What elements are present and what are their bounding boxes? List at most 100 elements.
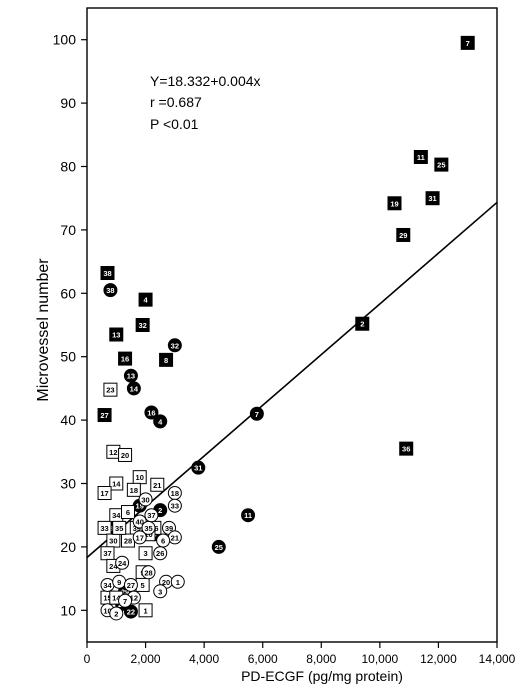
y-tick-label: 90 <box>60 95 76 111</box>
point-marker <box>118 447 133 462</box>
data-point-filled-circle: 22 <box>123 604 138 619</box>
data-point-open-circle: 17 <box>132 530 147 545</box>
point-label: 31 <box>428 194 436 203</box>
data-point-open-circle: 27 <box>123 577 138 592</box>
point-label: 16 <box>121 355 129 364</box>
point-label: 29 <box>399 231 407 240</box>
point-label: 24 <box>118 559 127 568</box>
data-point-open-square: 6 <box>121 505 135 520</box>
point-marker <box>121 505 135 520</box>
point-marker <box>115 555 130 570</box>
point-marker <box>249 406 264 421</box>
point-label: 14 <box>130 384 139 393</box>
point-label: 1 <box>143 606 147 615</box>
point-marker <box>109 606 124 621</box>
point-label: 1 <box>176 578 180 587</box>
data-point-filled-circle: 13 <box>123 368 138 383</box>
point-marker <box>396 227 411 242</box>
point-label: 4 <box>158 417 163 426</box>
point-marker <box>170 574 185 589</box>
p-value: P <0.01 <box>150 116 199 132</box>
data-point-open-square: 20 <box>118 447 133 462</box>
data-point-open-square: 1 <box>138 603 153 618</box>
data-point-open-circle: 7 <box>118 593 133 608</box>
point-marker <box>413 149 428 164</box>
data-point-open-square: 34 <box>109 508 124 523</box>
y-tick-label: 30 <box>60 476 76 492</box>
point-marker <box>387 196 402 211</box>
point-marker <box>126 482 141 497</box>
data-point-filled-square: 31 <box>425 191 440 206</box>
point-label: 10 <box>136 473 144 482</box>
point-label: 23 <box>106 386 114 395</box>
point-label: 30 <box>141 495 149 504</box>
point-label: 35 <box>115 524 123 533</box>
point-label: 34 <box>103 581 112 590</box>
point-label: 33 <box>171 502 179 511</box>
data-point-filled-square: 7 <box>460 35 475 50</box>
point-marker <box>141 565 156 580</box>
x-tick-label: 8,000 <box>306 652 336 666</box>
point-marker <box>153 584 168 599</box>
point-label: 6 <box>161 537 165 546</box>
data-point-filled-square: 32 <box>135 318 150 332</box>
point-label: 21 <box>153 481 161 490</box>
point-label: 17 <box>100 489 108 498</box>
point-label: 24 <box>109 562 118 571</box>
y-tick-label: 50 <box>60 349 76 365</box>
data-point-filled-circle: 38 <box>103 283 118 298</box>
point-label: 25 <box>215 543 223 552</box>
point-label: 7 <box>123 597 127 606</box>
point-marker <box>109 327 124 342</box>
point-label: 15 <box>103 594 111 603</box>
axes-layer: 0 2,000 4,000 6,000 8,000 10,000 12,000 14,000 1… <box>53 7 516 666</box>
point-label: 6 <box>126 508 130 517</box>
point-marker <box>434 157 449 172</box>
point-label: 12 <box>109 448 117 457</box>
data-point-open-circle: 33 <box>167 498 182 513</box>
data-point-open-circle: 34 <box>100 577 115 592</box>
correlation-coefficient: r =0.687 <box>150 94 202 110</box>
point-label: 21 <box>171 533 179 542</box>
regression-line <box>86 201 498 559</box>
data-point-filled-square: 16 <box>118 351 133 366</box>
data-point-filled-square: 11 <box>413 149 428 164</box>
data-point-open-square: 14 <box>109 476 124 491</box>
point-label: 11 <box>244 511 252 520</box>
point-label: 2 <box>158 506 162 515</box>
point-label: 14 <box>112 594 121 603</box>
y-tick-label: 10 <box>60 602 76 618</box>
point-marker <box>167 338 182 353</box>
point-marker <box>103 283 118 298</box>
point-label: 2 <box>114 609 118 618</box>
point-marker <box>135 318 150 332</box>
point-label: 3 <box>158 587 162 596</box>
data-point-open-square: 5 <box>135 577 150 592</box>
point-label: 36 <box>402 445 410 454</box>
point-marker <box>150 477 165 492</box>
y-tick-label: 70 <box>60 222 76 238</box>
point-label: 22 <box>127 608 135 617</box>
point-marker <box>97 408 112 423</box>
point-label: 26 <box>156 549 164 558</box>
point-label: 3 <box>143 549 147 558</box>
point-label: 5 <box>141 581 145 590</box>
data-point-open-square: 23 <box>103 382 118 397</box>
y-tick-label: 40 <box>60 412 76 428</box>
point-label: 32 <box>138 321 146 330</box>
point-marker <box>191 460 206 475</box>
point-marker <box>141 520 156 535</box>
point-label: 18 <box>130 486 138 495</box>
point-marker <box>138 492 153 507</box>
point-label: 33 <box>100 524 108 533</box>
point-marker <box>138 292 153 307</box>
point-label: 39 <box>133 524 141 533</box>
point-marker <box>118 593 133 608</box>
data-point-open-circle: 21 <box>167 530 182 545</box>
regression-equation: Y=18.332+0.004x <box>150 73 261 89</box>
x-axis-title: PD-ECGF (pg/mg protein) <box>241 668 403 684</box>
data-point-open-square: 21 <box>150 477 165 492</box>
data-point-open-square: 10 <box>132 470 147 485</box>
